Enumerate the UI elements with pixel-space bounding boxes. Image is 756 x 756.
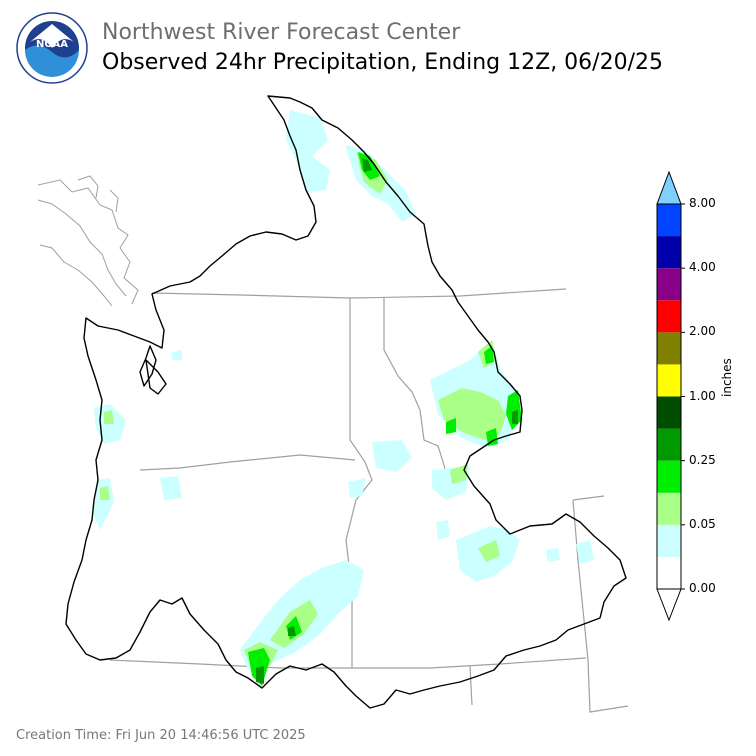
colorbar-tick-label: 0.25 — [689, 452, 716, 467]
colorbar-bin — [657, 428, 681, 461]
colorbar-bin — [657, 492, 681, 525]
colorbar-bin — [657, 364, 681, 397]
colorbar-bin — [657, 300, 681, 333]
colorbar-bin — [657, 236, 681, 269]
colorbar-tick-label: 8.00 — [689, 196, 716, 210]
precip-shading — [92, 110, 594, 686]
noaa-logo: NOAA — [16, 12, 88, 84]
colorbar-unit: inches — [720, 358, 734, 397]
colorbar-tick-label: 1.00 — [689, 388, 716, 403]
colorbar-bin — [657, 460, 681, 493]
agency-title: Northwest River Forecast Center — [102, 20, 461, 45]
basin-boundary — [65, 95, 627, 709]
colorbar-tick-label: 4.00 — [689, 260, 716, 275]
product-title: Observed 24hr Precipitation, Ending 12Z,… — [102, 50, 663, 75]
logo-text: NOAA — [36, 39, 68, 50]
state-boundaries — [109, 288, 629, 713]
colorbar-bin — [657, 332, 681, 365]
colorbar-over-arrow — [656, 170, 682, 205]
colorbar — [656, 170, 685, 622]
colorbar-tick-label: 0.00 — [689, 581, 716, 595]
colorbar-under-arrow — [656, 588, 682, 622]
colorbar-bin — [657, 556, 681, 589]
colorbar-bin — [657, 204, 681, 237]
colorbar-tick-label: 0.05 — [689, 516, 716, 531]
colorbar-tick-label: 2.00 — [689, 324, 716, 339]
colorbar-bin — [657, 524, 681, 557]
coastline-gray — [37, 175, 139, 307]
creation-time: Creation Time: Fri Jun 20 14:46:56 UTC 2… — [16, 728, 306, 743]
colorbar-bin — [657, 396, 681, 429]
colorbar-bin — [657, 268, 681, 301]
